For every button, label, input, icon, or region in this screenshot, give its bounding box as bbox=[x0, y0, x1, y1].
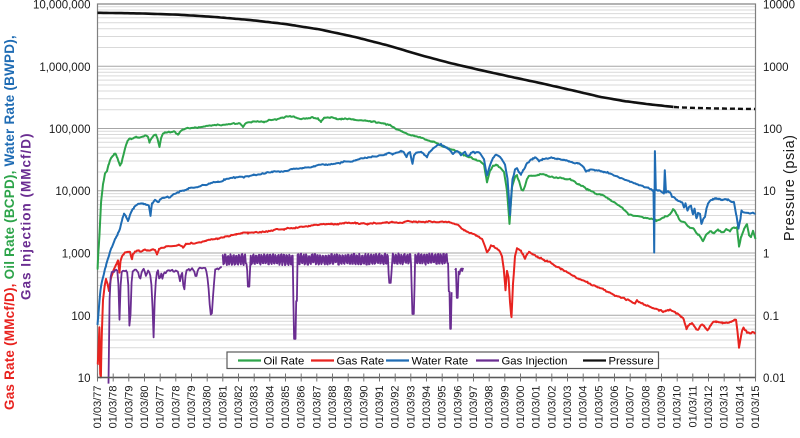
svg-text:01/03/77: 01/03/77 bbox=[92, 386, 104, 429]
svg-text:01/03/81: 01/03/81 bbox=[217, 386, 229, 429]
svg-text:01/03/04: 01/03/04 bbox=[578, 386, 590, 429]
svg-text:10: 10 bbox=[78, 373, 91, 385]
svg-text:01/03/77: 01/03/77 bbox=[155, 386, 167, 429]
svg-text:Gas Rate (MMcf/D), Oil Rate (B: Gas Rate (MMcf/D), Oil Rate (BCPD), Wate… bbox=[2, 35, 17, 410]
svg-text:01/03/78: 01/03/78 bbox=[108, 386, 120, 429]
svg-text:10,000: 10,000 bbox=[55, 186, 90, 198]
svg-text:01/03/99: 01/03/99 bbox=[499, 386, 511, 429]
svg-text:100: 100 bbox=[71, 311, 90, 323]
svg-text:01/03/79: 01/03/79 bbox=[186, 386, 198, 429]
svg-text:01/03/83: 01/03/83 bbox=[249, 386, 261, 429]
svg-text:01/03/11: 01/03/11 bbox=[687, 386, 699, 428]
svg-text:01/03/00: 01/03/00 bbox=[515, 386, 527, 429]
svg-text:01/03/90: 01/03/90 bbox=[358, 386, 370, 429]
svg-text:01/03/14: 01/03/14 bbox=[734, 386, 746, 429]
svg-text:Water Rate: Water Rate bbox=[412, 356, 469, 368]
svg-text:Gas Injection: Gas Injection bbox=[502, 356, 568, 368]
svg-text:Pressure (psia): Pressure (psia) bbox=[782, 134, 798, 241]
svg-text:01/03/12: 01/03/12 bbox=[703, 386, 715, 429]
svg-text:01/03/10: 01/03/10 bbox=[672, 386, 684, 429]
svg-text:Gas Injection (MMcf/D): Gas Injection (MMcf/D) bbox=[19, 132, 34, 300]
svg-text:01/03/09: 01/03/09 bbox=[656, 386, 668, 429]
svg-text:01/03/13: 01/03/13 bbox=[719, 386, 731, 429]
svg-text:01/03/07: 01/03/07 bbox=[625, 386, 637, 429]
svg-text:01/03/06: 01/03/06 bbox=[609, 386, 621, 429]
svg-text:01/03/94: 01/03/94 bbox=[421, 386, 433, 429]
svg-text:01/03/85: 01/03/85 bbox=[280, 386, 292, 429]
svg-text:Pressure: Pressure bbox=[609, 356, 654, 368]
svg-text:Oil Rate: Oil Rate bbox=[264, 356, 305, 368]
svg-text:100: 100 bbox=[763, 124, 782, 136]
svg-text:01/03/05: 01/03/05 bbox=[593, 386, 605, 429]
svg-text:01/03/82: 01/03/82 bbox=[233, 386, 245, 429]
svg-text:01/03/86: 01/03/86 bbox=[296, 386, 308, 429]
svg-text:01/03/80: 01/03/80 bbox=[139, 386, 151, 429]
svg-text:01/03/03: 01/03/03 bbox=[562, 386, 574, 429]
svg-text:01/03/89: 01/03/89 bbox=[343, 386, 355, 429]
svg-text:01/03/92: 01/03/92 bbox=[390, 386, 402, 429]
svg-text:01/03/88: 01/03/88 bbox=[327, 386, 339, 429]
svg-text:01/03/01: 01/03/01 bbox=[531, 386, 543, 429]
svg-text:01/03/02: 01/03/02 bbox=[546, 386, 558, 429]
svg-text:1000: 1000 bbox=[763, 62, 789, 74]
svg-text:01/03/78: 01/03/78 bbox=[170, 386, 182, 429]
svg-text:01/03/15: 01/03/15 bbox=[750, 386, 762, 429]
svg-text:1: 1 bbox=[763, 249, 769, 261]
svg-text:01/03/80: 01/03/80 bbox=[202, 386, 214, 429]
svg-text:01/03/87: 01/03/87 bbox=[311, 386, 323, 429]
svg-text:1,000,000: 1,000,000 bbox=[39, 62, 90, 74]
svg-text:01/03/91: 01/03/91 bbox=[374, 386, 386, 429]
svg-text:10,000,000: 10,000,000 bbox=[33, 0, 91, 12]
svg-text:01/03/98: 01/03/98 bbox=[484, 386, 496, 429]
svg-text:0.1: 0.1 bbox=[763, 311, 779, 323]
svg-text:100,000: 100,000 bbox=[49, 124, 91, 136]
svg-text:Gas Rate: Gas Rate bbox=[337, 356, 385, 368]
svg-text:01/03/84: 01/03/84 bbox=[264, 386, 276, 429]
svg-text:01/03/96: 01/03/96 bbox=[452, 386, 464, 429]
svg-text:10000: 10000 bbox=[763, 0, 795, 12]
svg-text:1,000: 1,000 bbox=[62, 249, 91, 261]
svg-text:01/03/79: 01/03/79 bbox=[123, 386, 135, 429]
svg-text:01/03/97: 01/03/97 bbox=[468, 386, 480, 429]
svg-text:01/03/08: 01/03/08 bbox=[640, 386, 652, 429]
svg-text:01/03/93: 01/03/93 bbox=[405, 386, 417, 429]
svg-text:0.01: 0.01 bbox=[763, 373, 785, 385]
svg-text:01/03/95: 01/03/95 bbox=[437, 386, 449, 429]
svg-text:10: 10 bbox=[763, 186, 776, 198]
